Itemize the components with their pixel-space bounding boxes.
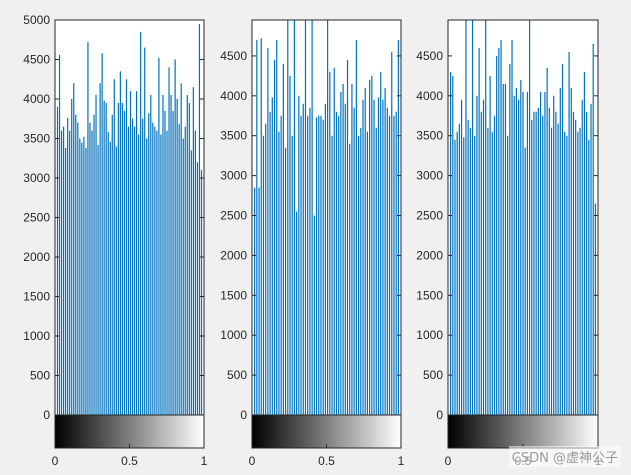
- y-tick-label: 4000: [416, 89, 443, 103]
- y-tick-label: 2000: [416, 248, 443, 262]
- x-tick-label: 1: [201, 454, 208, 468]
- y-tick-label: 3000: [23, 171, 50, 185]
- y-tick-label: 1000: [23, 329, 50, 343]
- y-tick-label: 2500: [23, 211, 50, 225]
- y-tick-label: 500: [30, 369, 50, 383]
- histogram-axes-3: 0 500 1000 1500 2000 2500 3000 3500 4000 4500 0 0.5…: [416, 19, 602, 468]
- histogram-axes-2: 0 500 1000 1500 2000 2500 3000 3500 4000 4500 0 0.5…: [220, 19, 405, 468]
- y-tick-label: 3000: [220, 169, 247, 183]
- y-tick-label: 2000: [23, 250, 50, 264]
- y-tick-label: 2000: [220, 248, 247, 262]
- y-tick-label: 4500: [23, 53, 50, 67]
- x-tick-label: 0.5: [121, 454, 138, 468]
- y-tick-label: 500: [423, 368, 443, 382]
- y-tick-label: 1500: [416, 288, 443, 302]
- y-tick-label: 4000: [220, 89, 247, 103]
- y-tick-label: 500: [227, 368, 247, 382]
- y-tick-label: 3500: [416, 129, 443, 143]
- y-tick-label: 1500: [220, 288, 247, 302]
- x-tick-label: 0: [52, 454, 59, 468]
- y-tick-label: 3000: [416, 169, 443, 183]
- y-tick-label: 1500: [23, 290, 50, 304]
- y-tick-label: 2500: [416, 209, 443, 223]
- x-tick-label: 0: [249, 454, 256, 468]
- x-tick-label: 1: [595, 454, 602, 468]
- y-tick-label: 4000: [23, 92, 50, 106]
- colorbar-gradient: [55, 415, 204, 448]
- colorbar-gradient: [252, 415, 401, 448]
- y-tick-label: 0: [43, 408, 50, 422]
- x-tick-label: 1: [398, 454, 405, 468]
- y-tick-label: 3500: [220, 129, 247, 143]
- x-tick-label: 0: [445, 454, 452, 468]
- colorbar-gradient: [448, 415, 598, 448]
- y-tick-label: 0: [436, 408, 443, 422]
- y-tick-label: 4500: [220, 49, 247, 63]
- y-tick-label: 3500: [23, 132, 50, 146]
- y-tick-label: 1000: [220, 328, 247, 342]
- y-tick-label: 5000: [23, 13, 50, 27]
- x-tick-label: 0.5: [318, 454, 335, 468]
- x-tick-label: 0.5: [515, 454, 532, 468]
- y-tick-label: 0: [240, 408, 247, 422]
- y-tick-label: 4500: [416, 49, 443, 63]
- y-tick-label: 2500: [220, 209, 247, 223]
- y-tick-label: 1000: [416, 328, 443, 342]
- histogram-axes-1: 0 500 1000 1500 2000 2500 3000 3500 4000 4500 5000…: [23, 13, 207, 468]
